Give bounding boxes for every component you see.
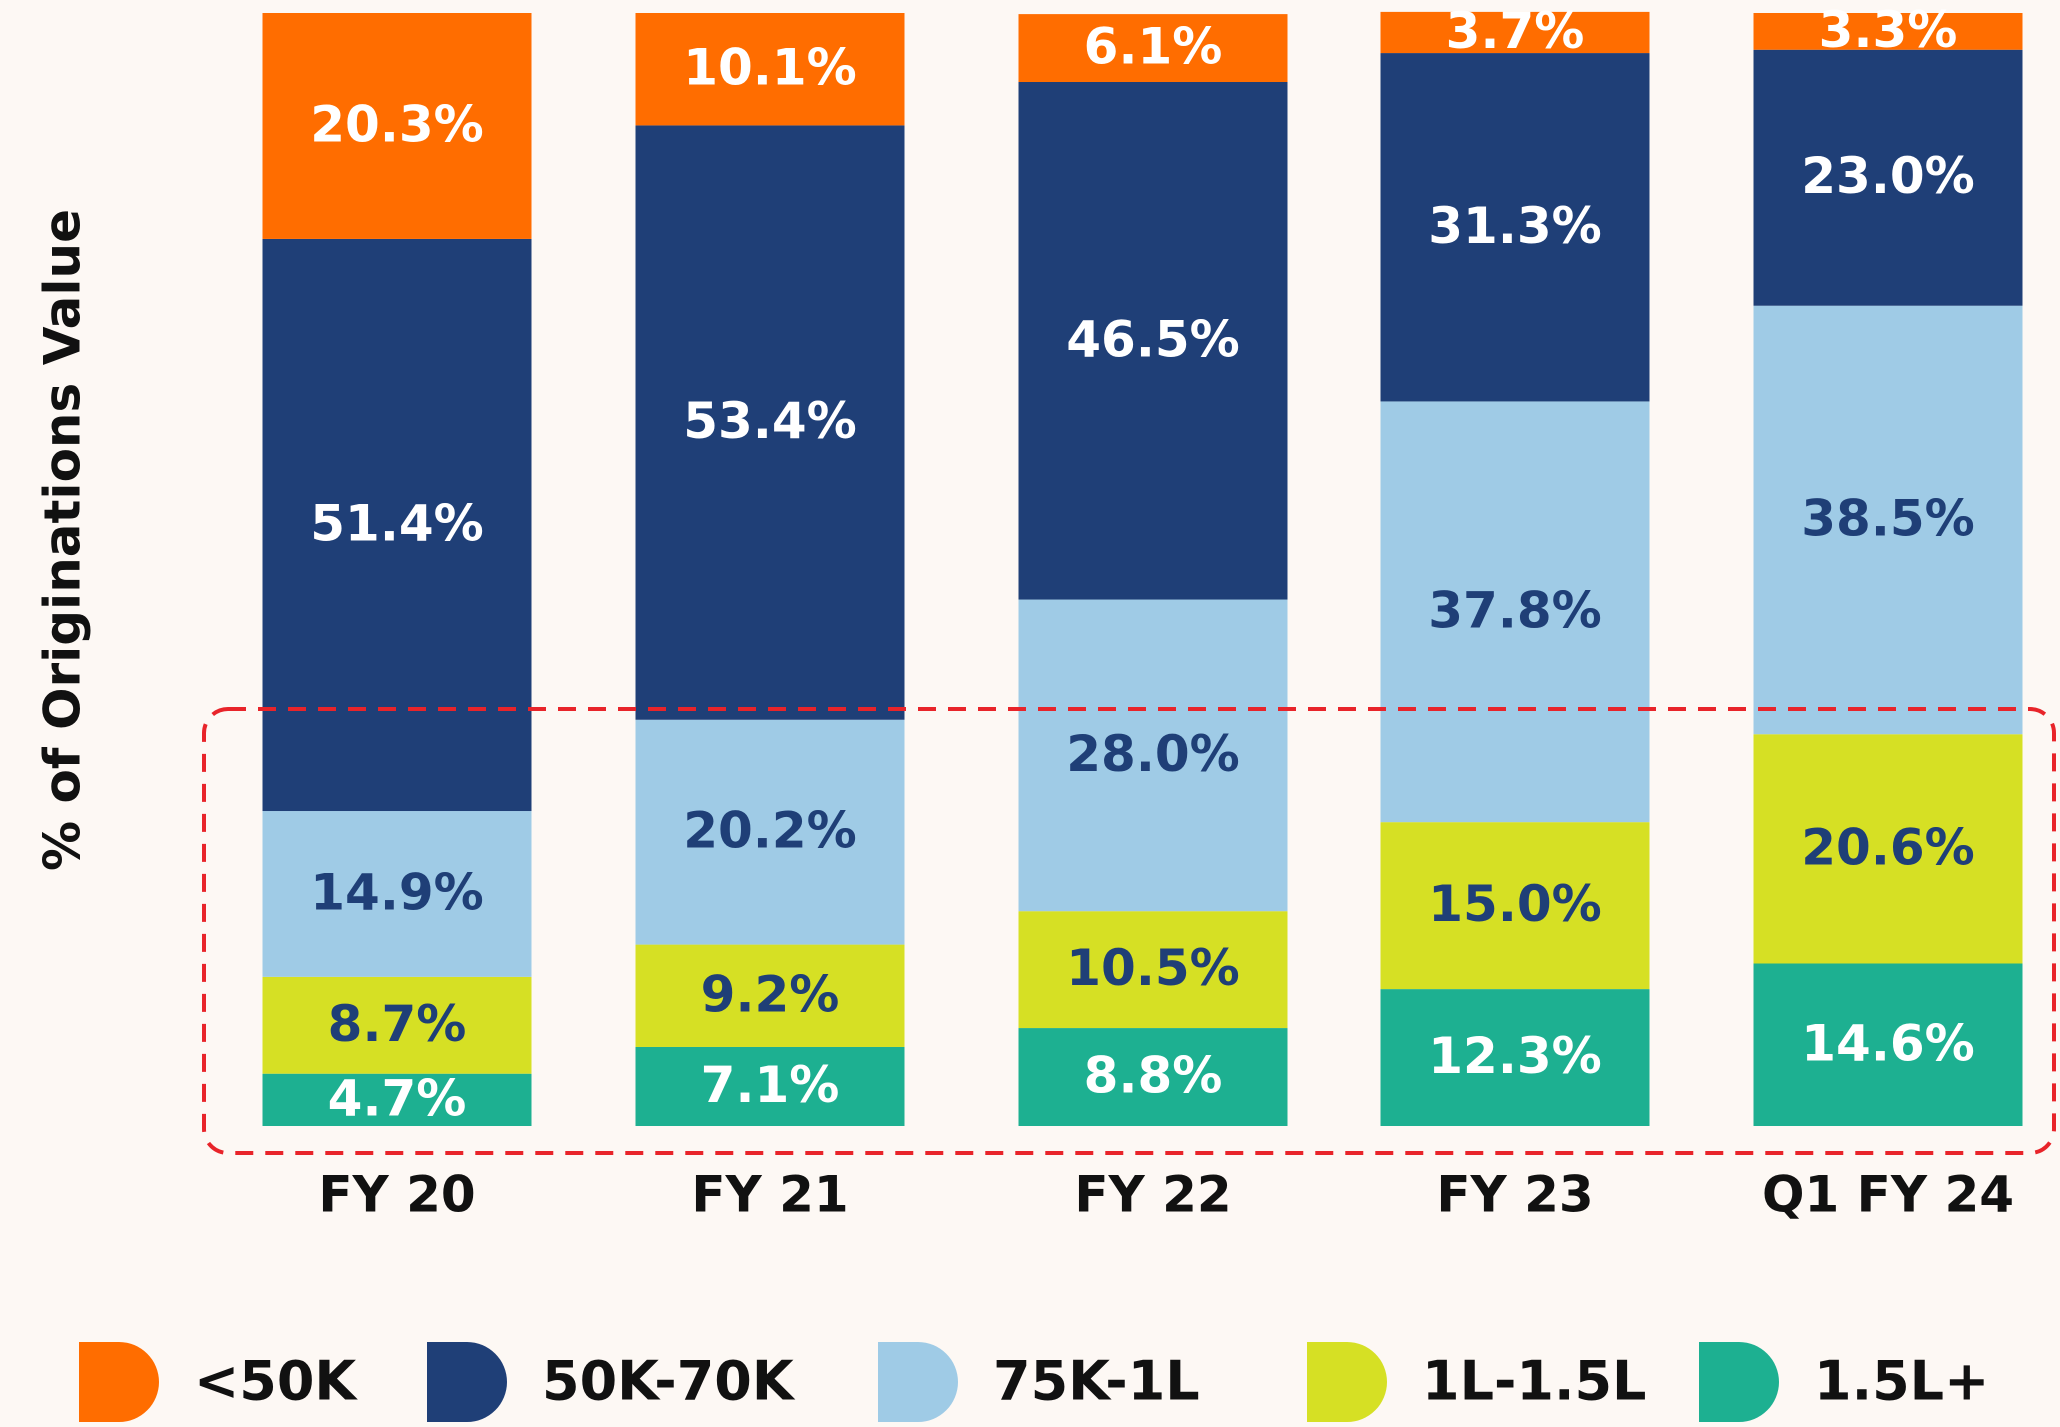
x-tick-label: FY 20 <box>318 1166 475 1224</box>
data-label: 8.7% <box>328 995 467 1053</box>
data-label: 38.5% <box>1801 489 1974 547</box>
legend-label: 75K-1L <box>993 1350 1200 1413</box>
data-label: 10.5% <box>1066 939 1239 997</box>
legend-swatch <box>427 1342 507 1422</box>
legend-label: 1L-1.5L <box>1422 1350 1646 1413</box>
bar-segment <box>1380 822 1650 990</box>
bar-segment <box>1018 14 1288 83</box>
legend-swatch <box>79 1342 159 1422</box>
bar-segment <box>1380 401 1650 823</box>
legend-label: 1.5L+ <box>1814 1350 1989 1413</box>
bar-segment <box>262 13 532 239</box>
bar-segment <box>635 13 905 126</box>
data-label: 20.2% <box>683 802 856 860</box>
bar-segment <box>1018 599 1288 912</box>
bar-segment <box>262 811 532 977</box>
legend: <50K 50K-70K 75K-1L 1L-1.5L 1.5L+ <box>79 1342 1989 1422</box>
data-label: 23.0% <box>1801 147 1974 205</box>
data-label: 15.0% <box>1428 875 1601 933</box>
bar-segment <box>1753 734 2023 964</box>
x-tick-label: FY 23 <box>1436 1166 1593 1224</box>
bar-segment <box>262 1073 532 1126</box>
data-label: 20.3% <box>310 95 483 153</box>
legend-label: <50K <box>194 1350 358 1413</box>
bar-segment <box>635 719 905 945</box>
data-label: 51.4% <box>310 494 483 552</box>
bar-segment <box>1018 1028 1288 1126</box>
data-label: 4.7% <box>328 1069 467 1127</box>
data-label: 37.8% <box>1428 581 1601 639</box>
bar-segment <box>1380 53 1650 402</box>
legend-swatch <box>1307 1342 1387 1422</box>
bar-segment <box>262 238 532 812</box>
data-label: 7.1% <box>701 1056 840 1114</box>
data-label: 3.3% <box>1819 1 1958 59</box>
legend-swatch <box>1699 1342 1779 1422</box>
data-label: 20.6% <box>1801 818 1974 876</box>
y-axis-title: % of Originations Value <box>34 209 92 871</box>
bar-segment <box>1018 911 1288 1029</box>
x-tick-label: Q1 FY 24 <box>1762 1166 2014 1224</box>
legend-swatch <box>878 1342 958 1422</box>
data-label: 14.9% <box>310 863 483 921</box>
data-label: 10.1% <box>683 39 856 97</box>
data-label: 46.5% <box>1066 310 1239 368</box>
legend-label: 50K-70K <box>542 1350 796 1413</box>
bars: 4.7% 8.7% 14.9% 51.4% 20.3% FY 20 7.1% 9.2% 20.2… <box>262 1 2023 1224</box>
data-label: 31.3% <box>1428 197 1601 255</box>
data-label: 3.7% <box>1446 2 1585 60</box>
data-label: 14.6% <box>1801 1014 1974 1072</box>
data-label: 8.8% <box>1084 1047 1223 1105</box>
x-tick-label: FY 22 <box>1074 1166 1231 1224</box>
data-label: 28.0% <box>1066 725 1239 783</box>
data-label: 53.4% <box>683 392 856 450</box>
bar-segment <box>262 976 532 1074</box>
bar-segment <box>635 1046 905 1126</box>
bar-segment <box>1753 305 2023 735</box>
bar-segment <box>635 125 905 720</box>
bar-segment <box>1753 13 2023 50</box>
x-tick-label: FY 21 <box>691 1166 848 1224</box>
bar-segment <box>1018 82 1288 600</box>
data-label: 6.1% <box>1084 18 1223 76</box>
data-label: 12.3% <box>1428 1027 1601 1085</box>
bar-segment <box>635 944 905 1047</box>
bar-segment <box>1753 963 2023 1126</box>
bar-segment <box>1380 11 1650 54</box>
data-label: 9.2% <box>701 965 840 1023</box>
bar-segment <box>1753 49 2023 306</box>
highlight-box <box>202 707 2056 1155</box>
bar-segment <box>1380 989 1650 1126</box>
